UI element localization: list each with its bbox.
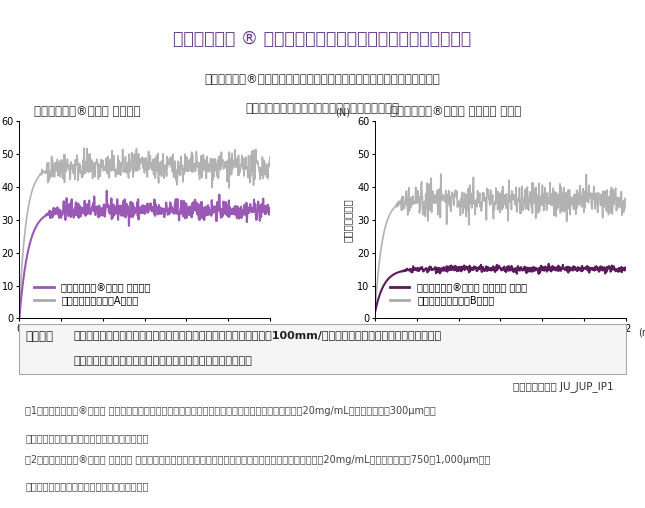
Text: ジュビダーム®ビスタは、同等に使用されるゲル粒子懸濁注入剤よりも、: ジュビダーム®ビスタは、同等に使用されるゲル粒子懸濁注入剤よりも、 bbox=[204, 73, 441, 86]
Text: ジュビダーム®ビスタ ウルトラ プラス: ジュビダーム®ビスタ ウルトラ プラス bbox=[390, 106, 521, 118]
Text: (mm): (mm) bbox=[638, 327, 645, 337]
Text: ゲル粒子サイジング工程により製造される。: ゲル粒子サイジング工程により製造される。 bbox=[25, 433, 149, 443]
Legend: ジュビダーム®ビスタ ウルトラ, ゲル粒子懸濁注入材A注１）: ジュビダーム®ビスタ ウルトラ, ゲル粒子懸濁注入材A注１） bbox=[34, 283, 151, 306]
Text: 注2）ジュビダーム®ビスタ ウルトラ プラスと同等に使用されるゲル粒子懸濁注入材（総ヒアルロン酸濃度：20mg/mL、ゲル粒子径：750〜1,000μm）。: 注2）ジュビダーム®ビスタ ウルトラ プラスと同等に使用されるゲル粒子懸濁注入材… bbox=[25, 455, 491, 465]
Legend: ジュビダーム®ビスタ ウルトラ プラス, ゲル粒子懸濁注入材B注２）: ジュビダーム®ビスタ ウルトラ プラス, ゲル粒子懸濁注入材B注２） bbox=[390, 283, 527, 306]
Text: 専用注射器に充填された各注入材を、強度試験機を用いて一定速度100mm/分で押し出すために必要な力を測定し、: 専用注射器に充填された各注入材を、強度試験機を用いて一定速度100mm/分で押し… bbox=[74, 330, 442, 340]
Text: (N): (N) bbox=[335, 107, 350, 117]
Text: 注射器のプランジャーロッドの移動距離に対して記録した。: 注射器のプランジャーロッドの移動距離に対して記録した。 bbox=[74, 357, 253, 366]
Text: 【方法】: 【方法】 bbox=[25, 330, 54, 343]
Text: 移動距離: 移動距離 bbox=[487, 358, 513, 368]
Y-axis label: 製品の押出し力: 製品の押出し力 bbox=[343, 198, 353, 242]
Bar bbox=[19, 324, 626, 374]
Text: ジュビダーム ® ビスタ及びゲル粒子懸濁注入材の押出し特性: ジュビダーム ® ビスタ及びゲル粒子懸濁注入材の押出し特性 bbox=[174, 30, 471, 48]
Text: ジュビダーム®ビスタ ウルトラ: ジュビダーム®ビスタ ウルトラ bbox=[34, 106, 141, 118]
Text: 出典：社内資料 JU_JUP_IP1: 出典：社内資料 JU_JUP_IP1 bbox=[513, 382, 613, 392]
Text: (mm): (mm) bbox=[283, 327, 309, 337]
Text: 注1）ジュビダーム®ビスタ ウルトラと同等に使用されるゲル粒子懸濁注入材（総ヒアルロン酸濃度：20mg/mL、ゲル粒子径：300μm）。: 注1）ジュビダーム®ビスタ ウルトラと同等に使用されるゲル粒子懸濁注入材（総ヒア… bbox=[25, 406, 436, 417]
Text: 移動距離: 移動距離 bbox=[132, 358, 158, 368]
Text: ゲル粒子サイジング工程により製造される。: ゲル粒子サイジング工程により製造される。 bbox=[25, 482, 149, 491]
Text: 低い圧力で注射針から押し出すことができます。: 低い圧力で注射針から押し出すことができます。 bbox=[246, 102, 399, 115]
